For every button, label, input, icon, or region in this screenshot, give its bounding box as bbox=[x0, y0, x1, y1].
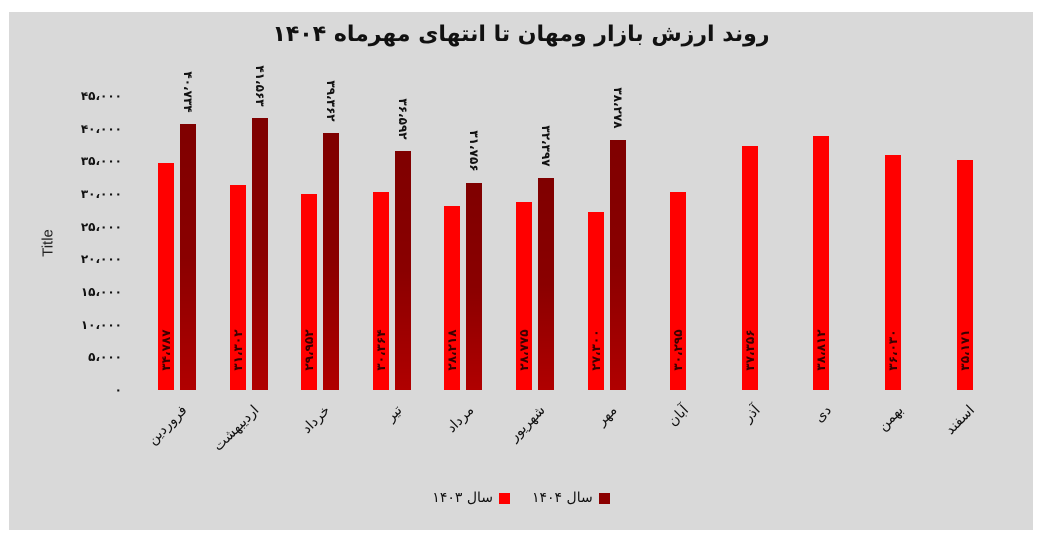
bar-value-label-1404: ۳۱،۷۵۶ bbox=[467, 129, 482, 172]
bar-1404 bbox=[394, 150, 411, 390]
bar-value-label-1403: ۲۷،۳۰۰ bbox=[588, 329, 603, 371]
bar-value-label-1404: ۳۲،۳۹۷ bbox=[539, 125, 553, 167]
bar-1404 bbox=[466, 182, 483, 390]
bar-value-label-1404: ۳۸،۲۷۸ bbox=[610, 87, 625, 129]
y-tick-label: ۴۵،۰۰۰ bbox=[80, 89, 122, 103]
legend-item-1404: سال ۱۴۰۴ bbox=[532, 490, 610, 506]
bar-value-label-1403: ۳۱،۳۰۲ bbox=[230, 329, 245, 371]
y-tick-label: ۴۰،۰۰۰ bbox=[80, 121, 122, 136]
bar-1403 bbox=[670, 192, 687, 390]
bar-value-label-1403: ۳۶،۰۳۰ bbox=[886, 329, 900, 371]
legend-label-1403: سال ۱۴۰۳ bbox=[432, 490, 493, 506]
bar-1403 bbox=[516, 202, 532, 390]
y-tick-label: ۱۰،۰۰۰ bbox=[80, 317, 122, 332]
bar-1404 bbox=[538, 178, 554, 390]
y-tick-label: ۲۰،۰۰۰ bbox=[80, 252, 122, 267]
bar-1403 bbox=[229, 185, 246, 390]
legend-swatch-1404 bbox=[598, 492, 610, 504]
bar-1403 bbox=[444, 205, 461, 390]
y-tick-label: ۳۵،۰۰۰ bbox=[80, 154, 122, 169]
bar-value-label-1403: ۲۸،۷۷۵ bbox=[517, 329, 531, 371]
legend: سال ۱۴۰۴ سال ۱۴۰۳ bbox=[0, 490, 1042, 506]
bar-1403 bbox=[587, 211, 604, 390]
y-tick-label: ۵،۰۰۰ bbox=[88, 350, 122, 365]
y-axis-label: Title bbox=[39, 229, 57, 257]
bar-1404 bbox=[251, 118, 268, 390]
bar-1404 bbox=[609, 139, 626, 390]
bar-value-label-1403: ۳۷،۳۵۶ bbox=[742, 329, 757, 371]
y-tick-label: ۲۵،۰۰۰ bbox=[80, 219, 122, 234]
y-tick-label: ۳۰،۰۰۰ bbox=[80, 187, 122, 201]
bar-value-label-1403: ۳۵،۱۷۱ bbox=[957, 329, 972, 371]
bar-value-label-1404: ۴۱،۵۶۳ bbox=[252, 65, 267, 108]
bar-value-label-1403: ۳۰،۳۶۴ bbox=[373, 329, 388, 371]
bar-1403 bbox=[956, 160, 973, 390]
bar-value-label-1404: ۳۹،۳۶۲ bbox=[324, 80, 339, 122]
chart-title: روند ارزش بازار ومهان تا انتهای مهرماه ۱… bbox=[272, 22, 770, 47]
bar-1404 bbox=[323, 132, 340, 390]
legend-item-1403: سال ۱۴۰۳ bbox=[432, 490, 510, 506]
bar-value-label-1403: ۲۹،۹۵۲ bbox=[302, 329, 317, 371]
bar-value-label-1404: ۴۰،۷۳۴ bbox=[181, 71, 195, 113]
y-tick-label: ۱۵،۰۰۰ bbox=[80, 285, 122, 299]
legend-swatch-1403 bbox=[499, 492, 510, 504]
bar-1404 bbox=[180, 123, 196, 390]
bar-1403 bbox=[158, 162, 174, 390]
bar-1403 bbox=[372, 191, 389, 390]
bar-1403 bbox=[301, 194, 318, 390]
bar-value-label-1403: ۳۰،۲۹۵ bbox=[671, 329, 686, 371]
bar-value-label-1404: ۳۶،۵۹۲ bbox=[395, 98, 410, 140]
bar-1403 bbox=[885, 154, 901, 390]
bar-1403 bbox=[741, 145, 758, 390]
bar-value-label-1403: ۳۴،۷۸۷ bbox=[159, 329, 173, 371]
bar-1403 bbox=[813, 136, 830, 390]
bar-value-label-1403: ۲۸،۲۱۸ bbox=[445, 329, 460, 371]
y-tick-label: ۰ bbox=[114, 383, 122, 397]
legend-label-1404: سال ۱۴۰۴ bbox=[532, 490, 593, 506]
bar-value-label-1403: ۳۸،۸۱۲ bbox=[814, 329, 829, 371]
